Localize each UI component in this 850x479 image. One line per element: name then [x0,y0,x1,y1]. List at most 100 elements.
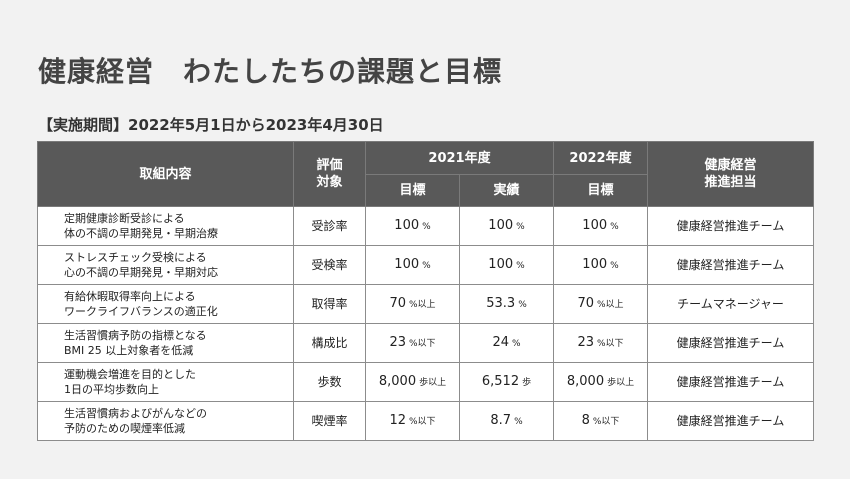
row-2022-target-unit: % [610,260,619,271]
row-eval: 構成比 [293,323,366,363]
row-2022-target-unit: %以下 [592,416,620,427]
row-2022-target-unit: %以上 [596,299,624,310]
row-2022-target-value: 8 [581,412,590,428]
row-2022-target: 100% [553,245,648,285]
table-row: 生活習慣病およびがんなどの 予防のための喫煙率低減 喫煙率 12 %以下 8.7% 8 %以下… [37,401,814,441]
row-2022-target: 23 %以下 [553,323,648,363]
row-2021-actual: 100% [459,206,554,246]
row-2021-actual-value: 53.3 [486,295,516,311]
row-2021-actual-value: 100 [488,217,514,233]
row-item-line2: 1日の平均歩数向上 [64,383,159,396]
row-item-line1: 生活習慣病予防の指標となる [64,329,207,342]
row-2021-target-value: 100 [394,217,420,233]
row-owner: 健康経営推進チーム [647,245,814,285]
row-2021-target-unit: %以下 [408,416,436,427]
row-2021-actual: 24% [459,323,554,363]
row-eval: 喫煙率 [293,401,366,441]
row-2021-target-value: 12 [389,412,406,428]
row-item-line2: BMI 25 以上対象者を低減 [64,344,194,357]
row-item-line2: 体の不調の早期発見・早期治療 [64,227,218,240]
row-owner: 健康経営推進チーム [647,362,814,402]
row-2022-target-unit: % [610,221,619,232]
row-2022-target-value: 100 [582,256,608,272]
row-item: ストレスチェック受検による 心の不調の早期発見・早期対応 [37,245,294,285]
row-2021-actual: 6,512 歩 [459,362,554,402]
row-owner: 健康経営推進チーム [647,401,814,441]
row-item: 運動機会増進を目的とした 1日の平均歩数向上 [37,362,294,402]
row-2022-target: 8 %以下 [553,401,648,441]
page-title: 健康経営 わたしたちの課題と目標 [38,55,503,88]
row-2021-target-unit: % [422,221,431,232]
row-2021-target: 100% [365,245,460,285]
row-2021-target: 100% [365,206,460,246]
header-eval-line1: 評価 [316,158,343,173]
row-2021-actual-unit: % [514,416,523,427]
table-row: 有給休暇取得率向上による ワークライフバランスの適正化 取得率 70 %以上 53.3% 7… [37,284,814,324]
row-2021-actual-unit: % [518,299,527,310]
header-owner-line2: 推進担当 [704,175,757,190]
row-item-line1: ストレスチェック受検による [64,251,207,264]
row-2021-target-unit: 歩以上 [419,377,447,388]
row-item-line1: 定期健康診断受診による [64,212,185,225]
header-eval: 評価 対象 [293,141,366,207]
row-2022-target-unit: 歩以上 [607,377,635,388]
row-2021-actual-unit: % [516,260,525,271]
row-2021-actual-unit: % [511,338,521,349]
table-row: 生活習慣病予防の指標となる BMI 25 以上対象者を低減 構成比 23 %以下 24% 2… [37,323,814,363]
row-2021-target: 23 %以下 [365,323,460,363]
row-2021-target-value: 23 [389,334,406,350]
row-2021-actual-value: 100 [488,256,514,272]
row-2021-actual-value: 6,512 [481,373,520,389]
row-2022-target-value: 23 [577,334,594,350]
row-item-line2: 心の不調の早期発見・早期対応 [64,266,218,279]
row-2022-target: 70 %以上 [553,284,648,324]
row-item: 定期健康診断受診による体の不調の早期発見・早期治療 [37,206,294,246]
row-item: 生活習慣病およびがんなどの 予防のための喫煙率低減 [37,401,294,441]
row-item-line1: 生活習慣病およびがんなどの [64,407,207,420]
row-2022-target: 8,000 歩以上 [553,362,648,402]
goals-table: 取組内容 評価 対象 2021年度 2022年度 健康経営 推進担当 目標 実績… [37,141,814,441]
row-2021-target-unit: %以上 [408,299,436,310]
header-2021: 2021年度 [365,141,554,175]
row-2022-target-unit: %以下 [596,338,624,349]
header-2021-target: 目標 [365,174,460,207]
row-owner: 健康経営推進チーム [647,206,814,246]
table-row: ストレスチェック受検による 心の不調の早期発見・早期対応 受検率 100% 100% 10… [37,245,814,285]
row-owner: 健康経営推進チーム [647,323,814,363]
row-eval: 受診率 [293,206,366,246]
header-owner: 健康経営 推進担当 [647,141,814,207]
header-2022: 2022年度 [553,141,648,175]
row-2022-target-value: 8,000 [566,373,605,389]
header-eval-line2: 対象 [316,175,343,190]
row-2021-actual-unit: % [516,221,525,232]
row-2021-target-unit: % [422,260,431,271]
row-2021-target: 12 %以下 [365,401,460,441]
table-row: 定期健康診断受診による 体の不調の早期発見・早期治療 受診率 100% 100% 100%… [37,206,814,246]
row-2021-actual-value: 8.7 [490,412,512,428]
row-item: 有給休暇取得率向上によるワークライフバランスの適正化 [37,284,294,324]
row-2021-actual-unit: 歩 [522,377,532,388]
row-eval: 取得率 [293,284,366,324]
row-eval: 歩数 [293,362,366,402]
header-item: 取組内容 [37,141,294,207]
header-2022-target: 目標 [553,174,648,207]
header-owner-line1: 健康経営 [704,158,757,173]
row-2021-target: 70 %以上 [365,284,460,324]
row-item: 生活習慣病予防の指標となる BMI 25 以上対象者を低減 [37,323,294,363]
row-2021-actual: 8.7% [459,401,554,441]
row-2022-target-value: 100 [582,217,608,233]
row-2021-target-value: 70 [389,295,406,311]
row-2021-actual: 100% [459,245,554,285]
row-2021-target-value: 8,000 [378,373,417,389]
row-2021-target-unit: %以下 [408,338,436,349]
row-2022-target-value: 70 [577,295,594,311]
row-item-line1: 有給休暇取得率向上による [64,290,196,303]
table-row: 運動機会増進を目的とした 1日の平均歩数向上 歩数 8,000 歩以上 6,512 歩 8,0… [37,362,814,402]
row-item-line1: 運動機会増進を目的とした [64,368,196,381]
header-2021-actual: 実績 [459,174,554,207]
row-item-line2: ワークライフバランスの適正化 [64,305,218,318]
row-2021-actual: 53.3% [459,284,554,324]
implementation-period: 【実施期間】2022年5月1日から2023年4月30日 [38,116,384,134]
row-2021-target: 8,000 歩以上 [365,362,460,402]
row-eval: 受検率 [293,245,366,285]
